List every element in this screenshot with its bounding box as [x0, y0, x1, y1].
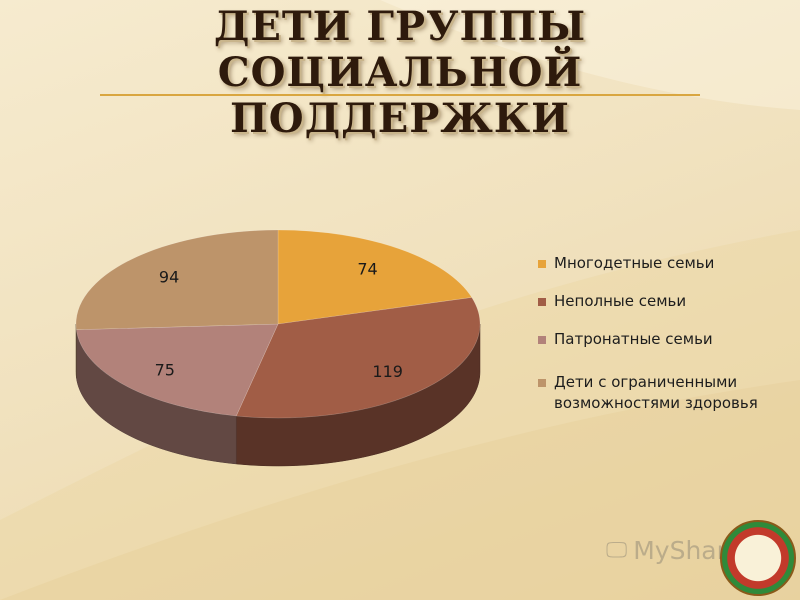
legend-swatch	[538, 379, 546, 387]
legend-label: Неполные семьи	[554, 292, 687, 310]
legend-label: Патронатные семьи	[554, 330, 713, 348]
legend-item: Патронатные семьи	[538, 329, 788, 350]
legend-swatch	[538, 260, 546, 268]
pie-slice	[76, 323, 279, 417]
pie-data-label: 74	[357, 259, 377, 278]
legend-label: Дети с ограниченными возможностями здоро…	[554, 373, 758, 412]
pie-slice	[277, 229, 473, 325]
legend-swatch	[538, 298, 546, 306]
legend-swatch	[538, 336, 546, 344]
legend-item: Дети с ограниченными возможностями здоро…	[538, 372, 788, 414]
pie-data-label: 75	[155, 360, 175, 379]
legend-item: Многодетные семьи	[538, 253, 788, 274]
monitor-icon: 🖵	[606, 538, 628, 563]
pie-data-label: 119	[372, 362, 403, 381]
title-divider	[100, 94, 700, 96]
pie-data-label: 94	[159, 267, 179, 286]
school-emblem-icon	[720, 520, 796, 596]
pie-slice	[75, 229, 279, 331]
legend-label: Многодетные семьи	[554, 254, 715, 272]
legend-item: Неполные семьи	[538, 291, 788, 312]
pie-slice	[235, 297, 481, 419]
chart-legend: Многодетные семьи Неполные семьи Патрона…	[538, 253, 788, 431]
page-title: ДЕТИ ГРУППЫ СОЦИАЛЬНОЙ ПОДДЕРЖКИ	[213, 3, 587, 142]
